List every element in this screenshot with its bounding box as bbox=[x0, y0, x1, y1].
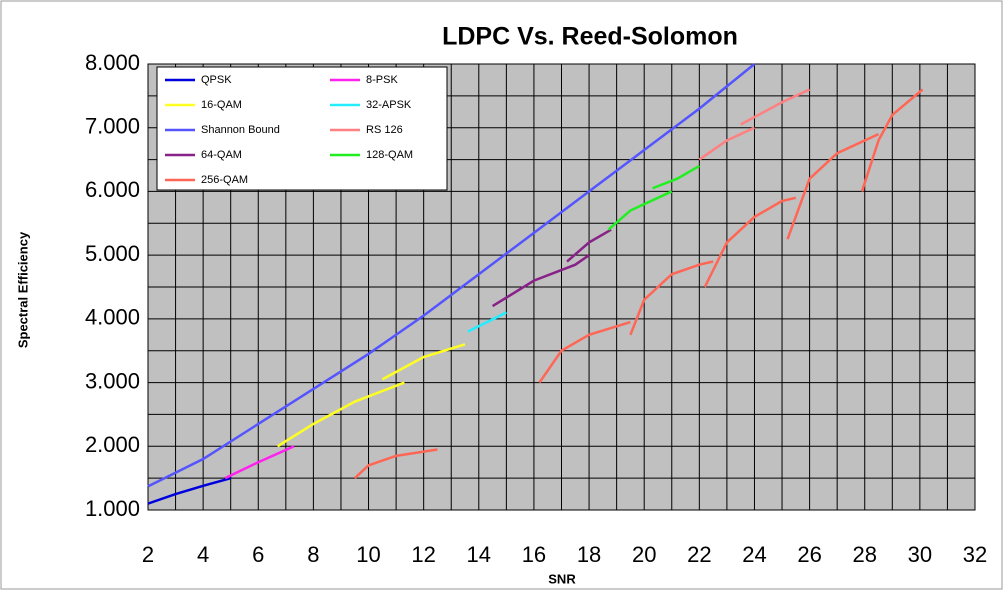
x-tick-label: 6 bbox=[252, 542, 264, 567]
series-line bbox=[147, 476, 232, 505]
x-tick-label: 8 bbox=[307, 542, 319, 567]
x-tick-label: 30 bbox=[908, 542, 932, 567]
legend-label: 32-APSK bbox=[366, 99, 412, 111]
x-tick-label: 4 bbox=[197, 542, 209, 567]
x-tick-label: 18 bbox=[577, 542, 601, 567]
x-tick-label: 32 bbox=[963, 542, 987, 567]
series-line bbox=[276, 343, 466, 448]
y-tick-label: 6.000 bbox=[85, 177, 140, 202]
y-tick-label: 7.000 bbox=[85, 114, 140, 139]
legend-label: 16-QAM bbox=[201, 99, 242, 111]
series-line bbox=[467, 311, 507, 333]
legend-label: 128-QAM bbox=[366, 149, 413, 161]
x-tick-label: 10 bbox=[356, 542, 380, 567]
legend-label: 64-QAM bbox=[201, 149, 242, 161]
y-axis-label: Spectral Efficiency bbox=[15, 231, 30, 348]
series-line bbox=[607, 164, 700, 231]
series-line bbox=[698, 88, 811, 161]
x-tick-label: 20 bbox=[632, 542, 656, 567]
legend-label: Shannon Bound bbox=[201, 124, 280, 136]
legend-box bbox=[156, 66, 448, 191]
y-tick-label: 8.000 bbox=[85, 50, 140, 75]
y-tick-label: 3.000 bbox=[85, 368, 140, 393]
series-line bbox=[353, 88, 924, 480]
x-tick-label: 22 bbox=[687, 542, 711, 567]
legend-label: 256-QAM bbox=[201, 174, 248, 186]
x-tick-label: 26 bbox=[797, 542, 821, 567]
x-tick-label: 24 bbox=[742, 542, 766, 567]
x-axis-label: SNR bbox=[548, 571, 576, 586]
legend-label: QPSK bbox=[201, 74, 232, 86]
y-tick-label: 5.000 bbox=[85, 241, 140, 266]
x-tick-label: 28 bbox=[852, 542, 876, 567]
chart-title: LDPC Vs. Reed-Solomon bbox=[442, 23, 738, 51]
legend-label: 8-PSK bbox=[366, 74, 398, 86]
x-tick-label: 12 bbox=[411, 542, 435, 567]
x-tick-label: 14 bbox=[467, 542, 491, 567]
series-line bbox=[224, 445, 295, 480]
legend-label: RS 126 bbox=[366, 124, 403, 136]
series-line bbox=[147, 63, 756, 488]
y-tick-label: 1.000 bbox=[85, 496, 140, 521]
x-tick-label: 16 bbox=[522, 542, 546, 567]
x-tick-label: 2 bbox=[142, 542, 154, 567]
series-line bbox=[491, 228, 612, 308]
y-tick-label: 2.000 bbox=[85, 432, 140, 457]
y-tick-label: 4.000 bbox=[85, 305, 140, 330]
plot-border bbox=[147, 63, 976, 511]
